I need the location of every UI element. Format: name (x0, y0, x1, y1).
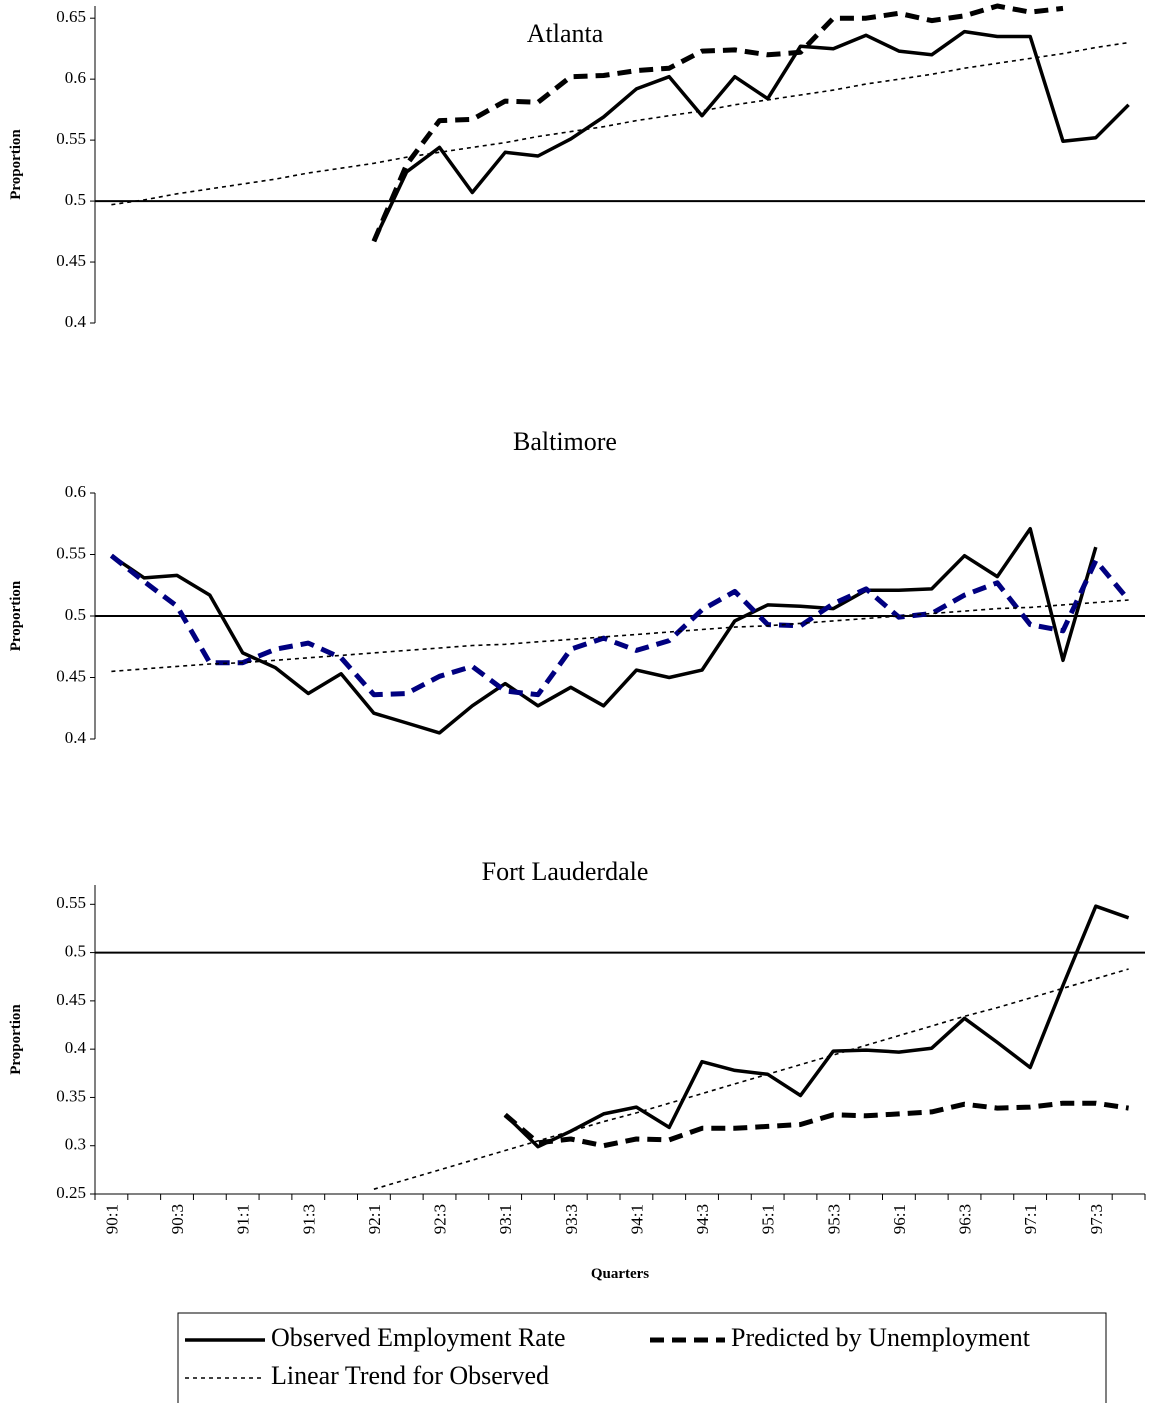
y-tick-label: 0.55 (56, 129, 86, 148)
series-line (110, 526, 1098, 735)
x-tick-label: 95:1 (759, 1204, 778, 1234)
x-tick-label: 93:1 (496, 1204, 515, 1234)
chart-title: Fort Lauderdale (482, 857, 649, 886)
y-tick-label: 0.4 (65, 728, 87, 747)
y-tick-label: 0.25 (56, 1183, 86, 1202)
y-axis-label: Proportion (8, 1004, 24, 1075)
y-tick-label: 0.3 (65, 1135, 86, 1154)
x-tick-label: 91:3 (299, 1204, 318, 1234)
x-tick-label: 97:1 (1021, 1204, 1040, 1234)
series-line (373, 968, 1129, 1190)
y-tick-label: 0.6 (65, 482, 86, 501)
x-tick-label: 92:1 (365, 1204, 384, 1234)
y-tick-label: 0.45 (56, 990, 86, 1009)
x-tick-label: 96:3 (956, 1204, 975, 1234)
chart-title: Atlanta (527, 19, 604, 48)
x-axis-label: Quarters (591, 1266, 649, 1282)
x-tick-label: 92:3 (431, 1204, 450, 1234)
series-line (503, 1100, 1129, 1149)
y-tick-label: 0.65 (56, 7, 86, 26)
y-tick-label: 0.5 (65, 942, 86, 961)
y-axis-label: Proportion (8, 580, 24, 651)
x-tick-label: 95:3 (824, 1204, 843, 1234)
y-tick-label: 0.5 (65, 605, 86, 624)
y-tick-label: 0.4 (65, 312, 87, 331)
legend-label: Linear Trend for Observed (271, 1361, 549, 1390)
y-tick-label: 0.5 (65, 190, 86, 209)
x-tick-label: 93:3 (562, 1204, 581, 1234)
y-tick-label: 0.45 (56, 251, 86, 270)
y-tick-label: 0.55 (56, 543, 86, 562)
chart-title: Baltimore (513, 427, 617, 456)
x-tick-label: 91:1 (234, 1204, 253, 1234)
series-line (503, 904, 1130, 1149)
y-tick-label: 0.55 (56, 893, 86, 912)
series-line (371, 3, 1064, 243)
y-tick-label: 0.35 (56, 1086, 86, 1105)
series-line (111, 599, 1129, 673)
y-tick-label: 0.6 (65, 68, 86, 87)
x-tick-label: 90:3 (168, 1204, 187, 1234)
y-tick-label: 0.4 (65, 1038, 87, 1057)
series-line (372, 29, 1130, 243)
y-tick-label: 0.45 (56, 666, 86, 685)
series-line (111, 41, 1129, 206)
x-tick-label: 94:3 (693, 1204, 712, 1234)
legend-label: Observed Employment Rate (271, 1323, 566, 1352)
series-line (109, 553, 1131, 698)
legend-box (177, 1312, 1107, 1403)
y-axis-label: Proportion (8, 129, 24, 200)
x-tick-label: 94:1 (627, 1204, 646, 1234)
legend-label: Predicted by Unemployment (731, 1323, 1031, 1352)
x-tick-label: 97:3 (1087, 1204, 1106, 1234)
x-tick-label: 96:1 (890, 1204, 909, 1234)
x-tick-label: 90:1 (102, 1204, 121, 1234)
